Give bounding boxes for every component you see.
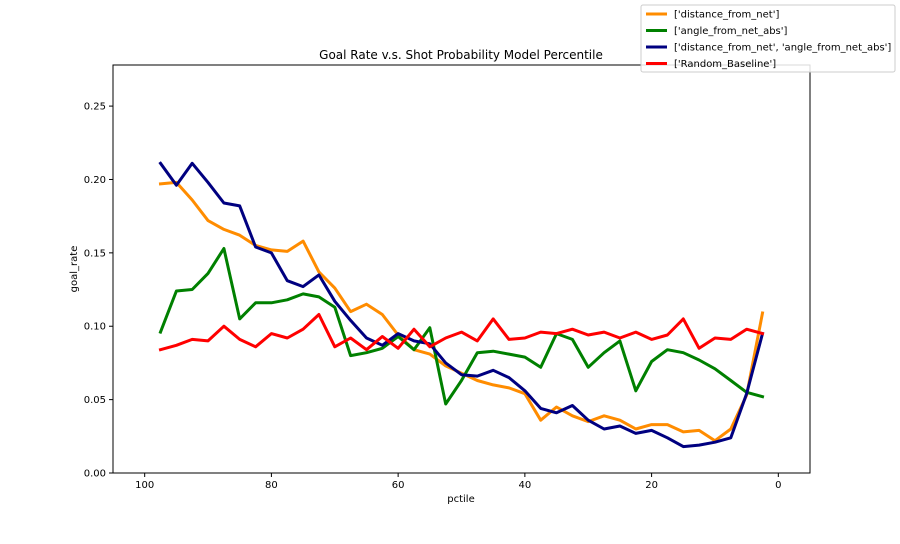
x-tick-label: 40 — [518, 480, 531, 491]
legend-label-0: ['distance_from_net'] — [674, 10, 779, 21]
y-tick-label: 0.15 — [84, 248, 106, 259]
y-tick-label: 0.10 — [84, 322, 106, 333]
x-axis-ticks: 100 80 60 40 20 0 — [135, 473, 782, 491]
y-axis-ticks: 0.00 0.05 0.10 0.15 0.20 0.25 — [84, 102, 113, 480]
x-tick-label: 0 — [775, 480, 781, 491]
legend-box — [640, 4, 896, 73]
legend-items: ['distance_from_net'] ['angle_from_net_ab… — [646, 10, 891, 70]
x-tick-label: 100 — [135, 480, 154, 491]
x-tick-label: 20 — [645, 480, 658, 491]
series-line-3 — [158, 313, 765, 352]
x-tick-label: 80 — [265, 480, 278, 491]
legend-label-2: ['distance_from_net', 'angle_from_net_ab… — [674, 43, 891, 54]
legend: ['distance_from_net'] ['angle_from_net_ab… — [640, 4, 896, 73]
legend-label-1: ['angle_from_net_abs'] — [674, 26, 788, 37]
y-axis-label: goal_rate — [69, 246, 80, 293]
plot-frame — [112, 64, 811, 474]
y-tick-label: 0.20 — [84, 175, 106, 186]
y-tick-label: 0.00 — [84, 469, 106, 480]
chart-title: Goal Rate v.s. Shot Probability Model Pe… — [319, 48, 603, 62]
series-layer — [158, 161, 765, 449]
series-line-0 — [158, 180, 765, 443]
series-line-1 — [158, 247, 765, 406]
x-tick-label: 60 — [392, 480, 405, 491]
series-line-2 — [158, 161, 765, 449]
y-tick-label: 0.05 — [84, 395, 106, 406]
y-tick-label: 0.25 — [84, 102, 106, 113]
x-axis-label: pctile — [447, 494, 474, 505]
legend-label-3: ['Random_Baseline'] — [674, 59, 776, 70]
